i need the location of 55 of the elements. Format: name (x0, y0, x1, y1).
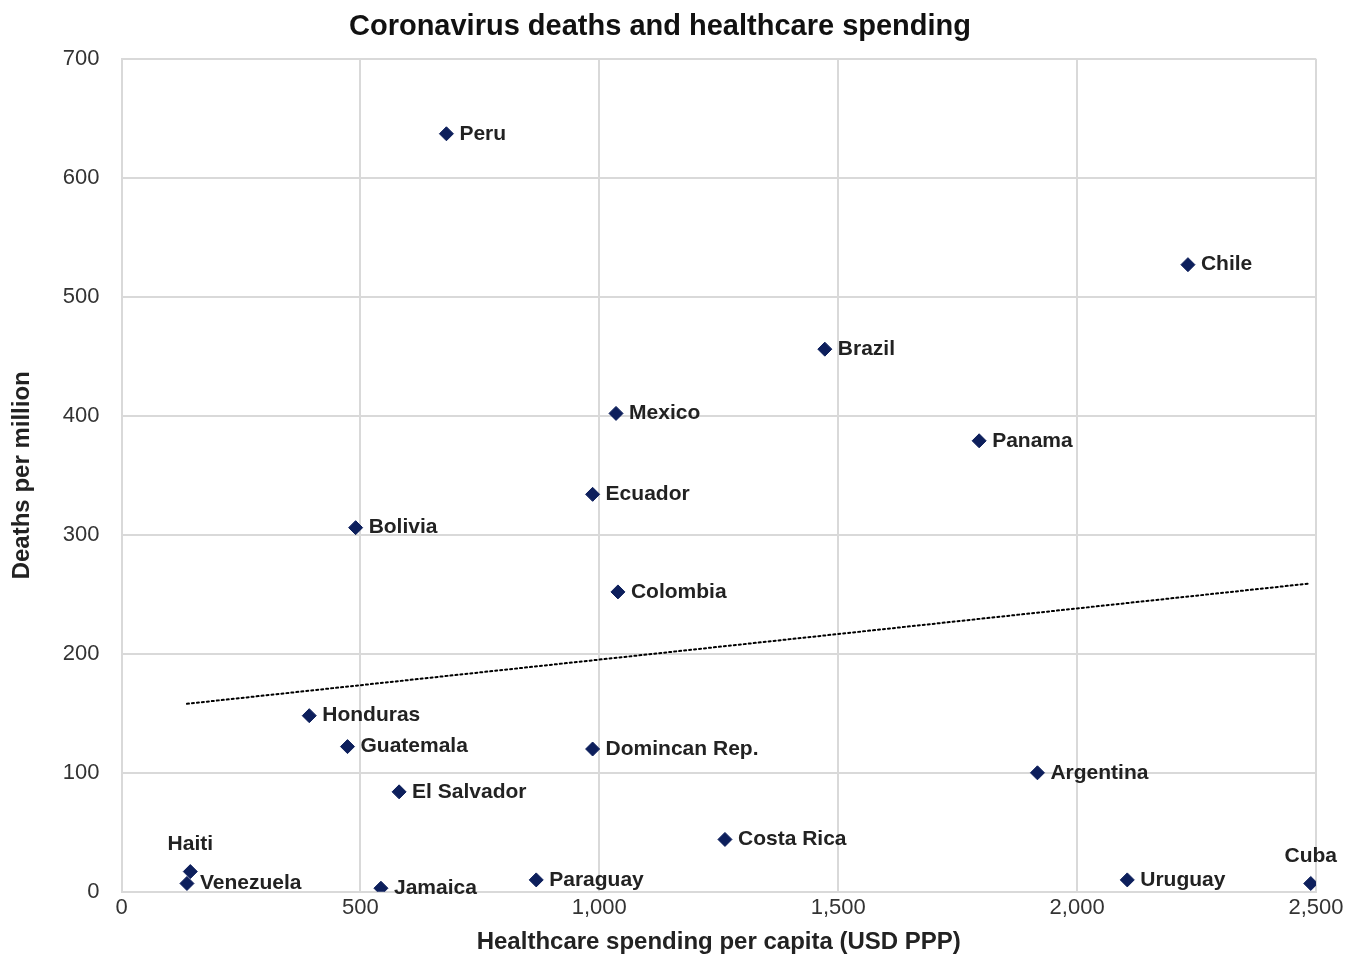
annotation: Uruguay (1140, 866, 1226, 890)
annotation: Ecuador (605, 481, 690, 505)
annotation: Guatemala (360, 733, 469, 757)
annotation: Haiti (167, 831, 214, 855)
x-tick-label: 1,500 (810, 894, 866, 920)
annotation: Peru (459, 120, 507, 144)
x-tick-label: 2,500 (1288, 894, 1344, 920)
point (340, 739, 355, 755)
y-tick-label: 400 (62, 401, 100, 427)
x-tick-label: 1,000 (571, 894, 627, 920)
y-tick-label: 100 (62, 758, 100, 784)
x-tick-label: 500 (342, 894, 379, 920)
point (608, 405, 624, 421)
annotation: Brazil (837, 335, 896, 359)
annotation: Costa Rica (737, 826, 847, 850)
annotation: Mexico (629, 400, 701, 424)
point (971, 433, 987, 449)
annotation: Jamaica (393, 875, 478, 899)
y-tick-label: 0 (87, 877, 100, 903)
point (391, 784, 407, 800)
annotation: Domincan Rep. (605, 735, 759, 759)
annotation: Bolivia (368, 514, 438, 538)
annotation: Venezuela (199, 870, 302, 894)
point (1029, 765, 1045, 781)
point (179, 875, 195, 891)
point (585, 486, 601, 502)
point (1180, 257, 1196, 273)
point (301, 708, 317, 724)
x-tick-label: 2,000 (1049, 894, 1105, 920)
point (817, 341, 833, 357)
annotation: Argentina (1050, 759, 1149, 783)
y-tick-label: 700 (62, 44, 100, 70)
x-tick-label: 0 (115, 894, 128, 920)
x-axis-title: Healthcare spending per capita (USD PPP) (476, 927, 961, 955)
annotation: Colombia (630, 578, 727, 602)
point (348, 520, 364, 536)
annotation: Chile (1200, 251, 1253, 275)
annotation: Panama (992, 427, 1074, 451)
annotation: Cuba (1284, 843, 1338, 867)
y-tick-label: 300 (62, 520, 100, 546)
point (438, 126, 454, 142)
point (1119, 872, 1135, 888)
y-tick-label: 500 (62, 282, 100, 308)
point (528, 872, 544, 888)
point (182, 864, 198, 880)
y-tick-label: 200 (62, 639, 100, 665)
point (610, 584, 626, 600)
y-axis-title: Deaths per million (7, 371, 35, 580)
point (585, 741, 601, 757)
chart-title: Coronavirus deaths and healthcare spending (348, 9, 972, 42)
point (717, 831, 733, 847)
annotation: Paraguay (549, 866, 645, 890)
y-tick-label: 600 (62, 163, 100, 189)
annotation: El Salvador (412, 778, 527, 802)
annotation: Honduras (322, 702, 421, 726)
